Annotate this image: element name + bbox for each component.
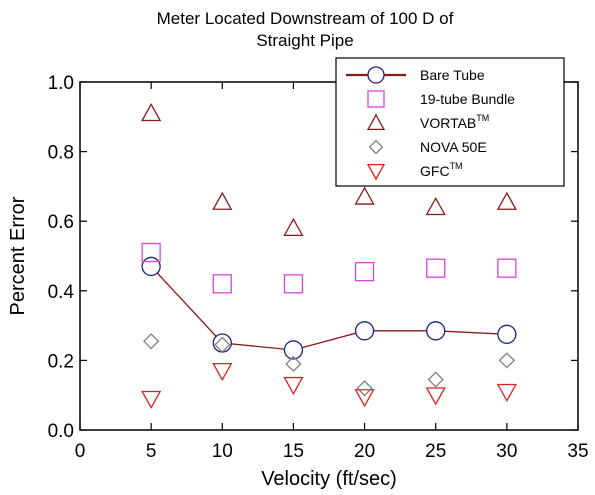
data-point-nova-50e: [356, 380, 373, 397]
x-tick-label: 0: [75, 441, 86, 462]
y-tick-label: 0.2: [48, 351, 74, 372]
legend-marker-vortab: [366, 113, 386, 131]
x-tick-label: 15: [283, 441, 304, 462]
data-point-vortab: [354, 186, 375, 205]
legend-label-19-tube-bundle: 19-tube Bundle: [420, 91, 515, 107]
legend-marker-gfc: [366, 163, 386, 181]
data-point-vortab: [141, 102, 162, 122]
y-tick-label: 0.8: [48, 143, 74, 164]
data-point-19-tube-bundle: [354, 262, 375, 282]
data-point-bare-tube: [283, 340, 304, 360]
x-tick-label: 35: [567, 441, 588, 462]
chart-title-line-2: Straight Pipe: [256, 31, 353, 50]
data-point-gfc: [141, 390, 162, 410]
x-tick-label: 10: [212, 441, 233, 462]
series-line-bare-tube: [150, 265, 507, 351]
y-tick-label: 0.4: [48, 282, 75, 303]
data-point-bare-tube: [426, 321, 446, 341]
legend-label-nova-50e: NOVA 50E: [420, 139, 487, 155]
y-tick-label: 0.0: [48, 421, 74, 442]
data-point-vortab: [425, 196, 446, 216]
legend-label-superscript: TM: [450, 161, 463, 171]
data-point-bare-tube: [141, 256, 161, 277]
legend-marker-bare-tube: [367, 66, 385, 84]
x-tick-label: 30: [496, 441, 517, 462]
data-point-gfc: [425, 387, 446, 406]
data-point-19-tube-bundle: [212, 274, 232, 294]
data-point-nova-50e: [285, 355, 302, 372]
chart-title-line-1: Meter Located Downstream of 100 D of: [157, 9, 454, 28]
data-point-19-tube-bundle: [426, 258, 446, 278]
plot-frame: [79, 81, 579, 431]
legend-label-vortab: VORTABTM: [420, 113, 489, 131]
data-point-nova-50e: [143, 333, 160, 350]
data-point-19-tube-bundle: [141, 242, 161, 263]
data-point-vortab: [212, 191, 233, 210]
x-axis-label: Velocity (ft/sec): [261, 468, 397, 490]
data-marks: [141, 102, 517, 410]
legend-marker-19-tube-bundle: [367, 90, 385, 108]
y-tick-label: 0.6: [48, 212, 74, 233]
data-point-nova-50e: [498, 352, 515, 369]
x-tick-label: 5: [146, 441, 157, 462]
data-point-19-tube-bundle: [283, 274, 304, 294]
data-point-gfc: [496, 383, 517, 403]
data-point-gfc: [212, 362, 233, 382]
data-point-vortab: [496, 191, 517, 210]
data-point-bare-tube: [497, 324, 517, 344]
data-point-19-tube-bundle: [497, 258, 517, 278]
legend-marker-nova-50e: [368, 139, 384, 155]
data-point-vortab: [283, 217, 304, 237]
x-tick-label: 25: [425, 441, 446, 462]
data-point-nova-50e: [214, 336, 231, 353]
y-tick-label: 1.0: [48, 73, 74, 94]
data-point-gfc: [283, 376, 304, 396]
data-point-bare-tube: [354, 321, 375, 341]
legend-label-superscript: TM: [476, 113, 489, 123]
legend-label-bare-tube: Bare Tube: [420, 67, 485, 83]
data-point-nova-50e: [427, 371, 444, 388]
y-axis-label: Percent Error: [7, 196, 29, 315]
data-point-gfc: [354, 389, 375, 408]
axis-ticks: 0 5 10 15 20 25 30 35 0.0 0.2 0.4 0.6 0.8 1.0: [48, 73, 589, 462]
x-tick-label: 20: [354, 441, 375, 462]
